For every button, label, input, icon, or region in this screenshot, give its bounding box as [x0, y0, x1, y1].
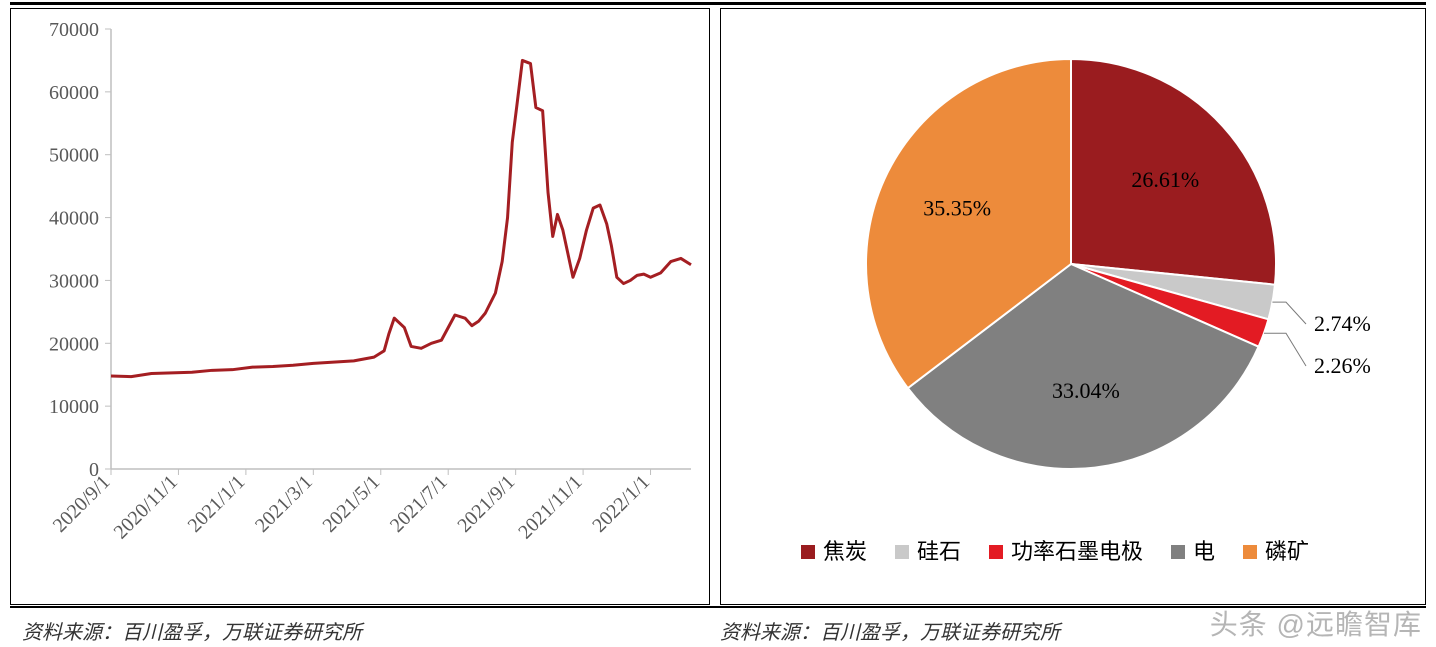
leader-line [1272, 302, 1306, 324]
legend-swatch [1171, 545, 1185, 559]
y-tick-label: 60000 [49, 82, 99, 104]
y-tick-label: 10000 [49, 396, 99, 418]
x-tick-label: 2021/3/1 [251, 471, 317, 537]
legend-swatch [895, 545, 909, 559]
source-right: 资料来源：百川盈孚，万联证券研究所 [720, 616, 1060, 645]
y-tick-label: 50000 [49, 145, 99, 167]
line-chart: 0100002000030000400005000060000700002020… [11, 9, 711, 604]
y-tick-label: 20000 [49, 333, 99, 355]
source-left: 资料来源：百川盈孚，万联证券研究所 [22, 616, 362, 645]
pie-slice-label: 2.26% [1314, 353, 1371, 378]
leader-line [1264, 333, 1306, 366]
x-tick-label: 2021/7/1 [386, 471, 452, 537]
legend-swatch [989, 545, 1003, 559]
legend-label: 电 [1193, 539, 1215, 564]
x-tick-label: 2021/11/1 [514, 471, 586, 543]
x-tick-label: 2021/1/1 [184, 471, 250, 537]
pie-slice-label: 33.04% [1052, 378, 1120, 403]
top-rule [10, 2, 1426, 5]
pie-slice-label: 26.61% [1131, 167, 1199, 192]
x-tick-label: 2021/5/1 [318, 471, 384, 537]
price-line [111, 60, 691, 376]
pie-chart-panel: 26.61% 33.04% 35.35% 2.74% 2.26% 焦炭 硅石 功率石墨电极 电 磷… [720, 8, 1426, 605]
pie-slice-label: 35.35% [923, 196, 991, 221]
y-tick-label: 40000 [49, 208, 99, 230]
y-tick-label: 30000 [49, 270, 99, 292]
legend-label: 硅石 [917, 539, 961, 564]
legend-swatch [801, 545, 815, 559]
legend-swatch [1243, 545, 1257, 559]
x-tick-label: 2021/9/1 [453, 471, 519, 537]
legend-label: 功率石墨电极 [1011, 539, 1143, 564]
watermark: 头条 @远瞻智库 [1210, 603, 1422, 643]
line-chart-panel: 0100002000030000400005000060000700002020… [10, 8, 710, 605]
x-tick-label: 2022/1/1 [588, 471, 654, 537]
y-tick-label: 70000 [49, 19, 99, 41]
legend-label: 磷矿 [1265, 539, 1309, 564]
x-tick-label: 2020/11/1 [110, 471, 182, 543]
x-tick-label: 2020/9/1 [49, 471, 115, 537]
pie-slice-label: 2.74% [1314, 311, 1371, 336]
pie-chart: 26.61% 33.04% 35.35% 2.74% 2.26% 焦炭 硅石 功率石墨电极 电 磷… [721, 9, 1425, 604]
legend-label: 焦炭 [823, 539, 867, 564]
